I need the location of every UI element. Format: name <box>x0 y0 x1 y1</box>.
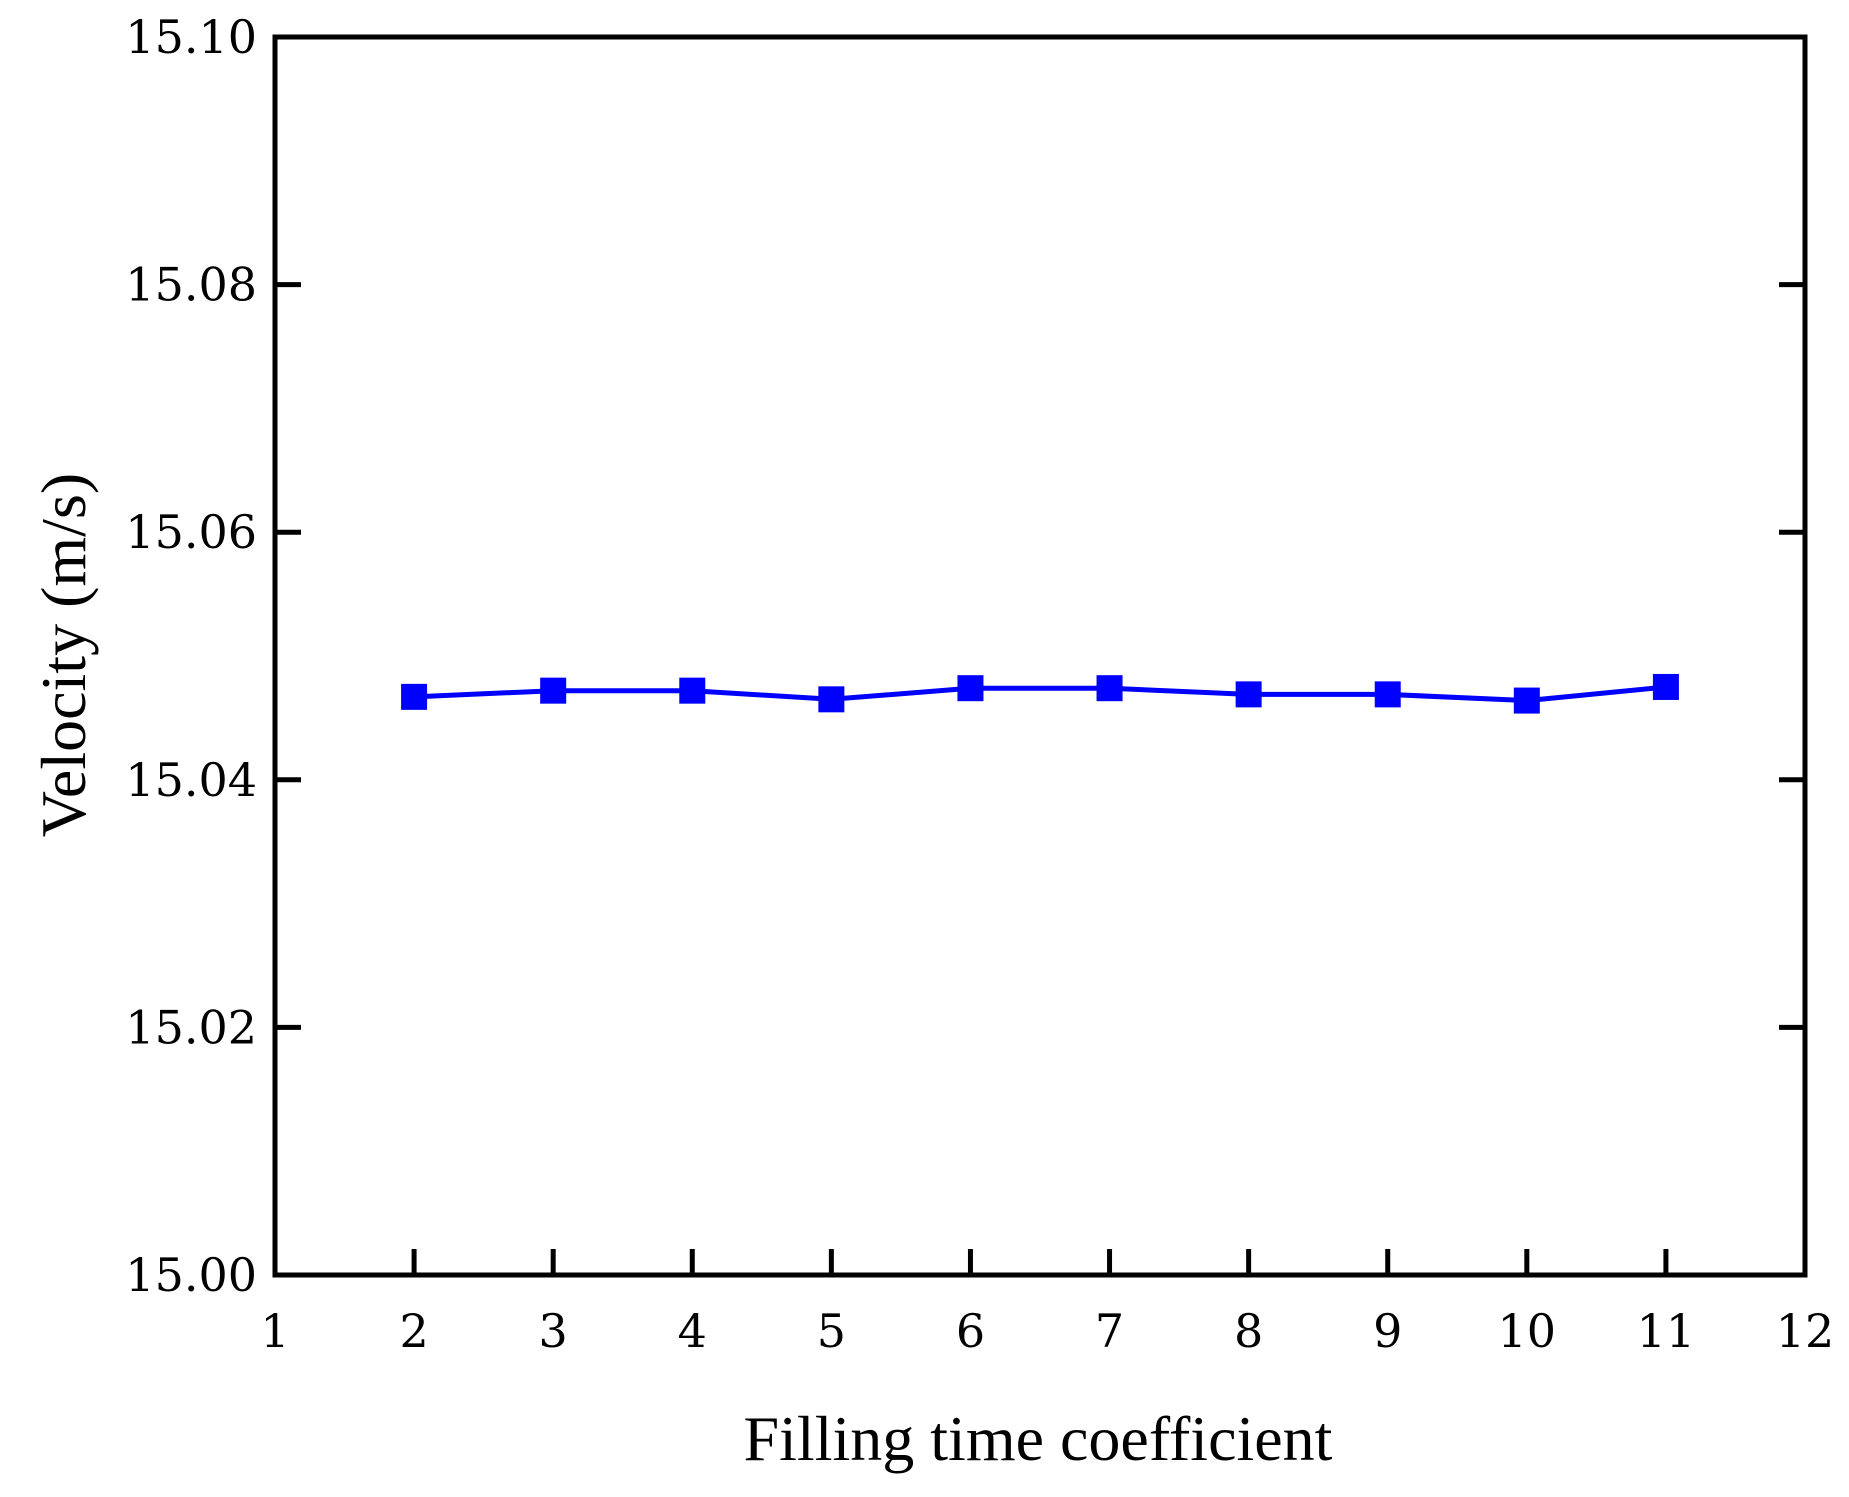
data-point-marker <box>679 677 706 704</box>
y-axis-title: Velocity (m/s) <box>28 473 99 837</box>
x-tick-label: 8 <box>1234 1304 1263 1358</box>
y-axis-ticks: 15.00 15.02 15.04 15.06 15.08 15.10 <box>125 10 1805 1302</box>
data-point-marker <box>1235 681 1262 708</box>
x-tick-label: 3 <box>539 1304 568 1358</box>
plot-frame <box>272 34 1808 1278</box>
x-tick-label: 11 <box>1637 1304 1696 1358</box>
data-point-marker <box>1652 673 1679 700</box>
x-tick-label: 4 <box>678 1304 707 1358</box>
y-tick-label: 15.04 <box>125 753 257 807</box>
x-tick-label: 1 <box>260 1304 289 1358</box>
data-point-marker <box>1513 687 1540 714</box>
series-layer <box>401 673 1679 714</box>
data-point-marker <box>818 686 845 713</box>
data-point-marker <box>540 677 567 704</box>
series-line <box>413 684 1667 704</box>
x-tick-label: 9 <box>1373 1304 1402 1358</box>
data-point-marker <box>1374 681 1401 708</box>
x-tick-label: 6 <box>956 1304 985 1358</box>
x-tick-label: 12 <box>1776 1304 1835 1358</box>
y-tick-label: 15.06 <box>125 505 257 559</box>
x-tick-label: 2 <box>399 1304 428 1358</box>
data-point-marker <box>957 675 984 702</box>
data-point-marker <box>1096 675 1123 702</box>
y-tick-label: 15.02 <box>125 1000 257 1054</box>
data-point-marker <box>401 683 428 710</box>
y-tick-label: 15.08 <box>125 258 257 312</box>
x-axis-ticks: 1 2 3 4 5 6 7 8 9 10 11 12 <box>260 1249 1834 1358</box>
plot-area <box>272 34 1808 1278</box>
x-tick-label: 5 <box>817 1304 846 1358</box>
x-axis-title: Filling time coefficient <box>744 1403 1333 1474</box>
y-tick-label: 15.00 <box>125 1248 257 1302</box>
y-tick-label: 15.10 <box>125 10 257 64</box>
x-tick-label: 10 <box>1498 1304 1557 1358</box>
x-tick-label: 7 <box>1095 1304 1124 1358</box>
